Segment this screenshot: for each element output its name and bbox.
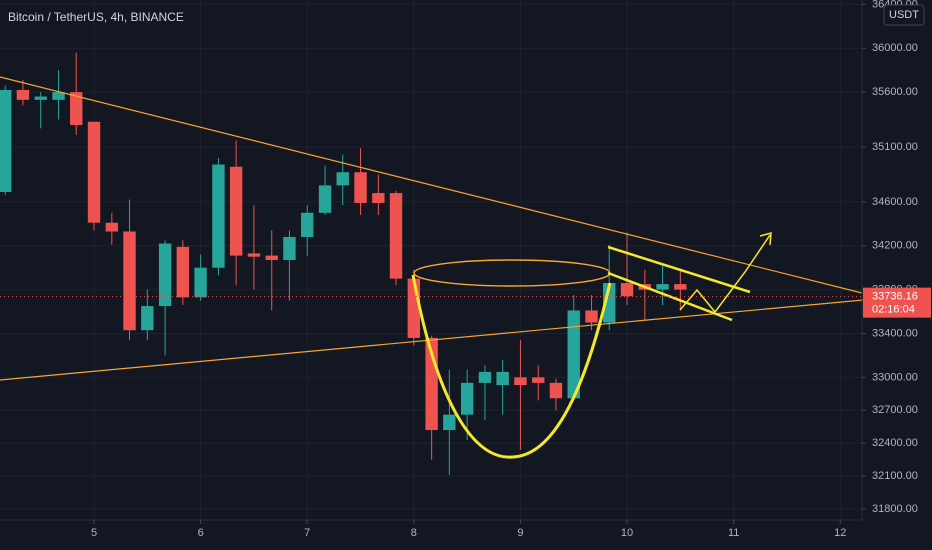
x-tick-label: 6 — [198, 527, 204, 539]
channel-line — [607, 245, 751, 294]
y-tick-label: 31800.00 — [872, 503, 918, 515]
candle-body — [87, 121, 101, 223]
x-tick-label: 11 — [728, 527, 739, 539]
candle-body — [478, 371, 492, 383]
y-tick-label: 33400.00 — [872, 327, 918, 339]
candle-body — [0, 89, 12, 192]
candle-body — [105, 222, 119, 232]
y-tick-label: 34600.00 — [872, 196, 918, 208]
candle-body — [265, 255, 278, 260]
candle-body — [336, 172, 349, 186]
x-tick-label: 10 — [621, 527, 633, 539]
channel-line — [607, 271, 733, 322]
y-tick-label: 35600.00 — [872, 86, 918, 98]
candle-body — [158, 243, 172, 307]
projection-path — [679, 234, 771, 314]
y-tick-label: 36000.00 — [872, 42, 918, 54]
candle-body — [674, 284, 687, 290]
candle-body — [16, 89, 30, 100]
candle-body — [460, 382, 474, 415]
last-price-label: 33736.16 — [872, 291, 918, 303]
candle-body — [407, 278, 421, 338]
candle-body — [318, 185, 332, 213]
trend-line — [0, 76, 863, 294]
candle-body — [620, 283, 634, 297]
candle-body — [532, 377, 545, 383]
candle-body — [656, 284, 669, 290]
candle-body — [123, 231, 136, 331]
candle-body — [141, 306, 154, 331]
candle-body — [514, 377, 527, 386]
candle-body — [52, 92, 65, 100]
y-tick-label: 35100.00 — [872, 141, 918, 153]
y-tick-label: 33000.00 — [872, 371, 918, 383]
last-price-box — [863, 287, 931, 318]
drawings — [0, 76, 886, 459]
y-tick-label: 32400.00 — [872, 437, 918, 449]
candle-body — [585, 310, 598, 323]
arrow-head — [759, 231, 772, 246]
candle-body — [34, 96, 47, 100]
cup-curve — [411, 274, 612, 459]
y-tick-label: 32100.00 — [872, 470, 918, 482]
countdown-label: 02:16:04 — [872, 304, 915, 316]
candle-body — [549, 382, 563, 399]
candle-body — [283, 236, 296, 260]
currency-label[interactable]: USDT — [889, 9, 919, 21]
candle-body — [229, 166, 243, 256]
candle-body — [247, 253, 261, 257]
y-tick-label: 32700.00 — [872, 404, 918, 416]
candle-body — [176, 246, 190, 298]
x-tick-label: 8 — [411, 527, 417, 539]
candle-body — [212, 164, 225, 268]
candle-body — [372, 193, 385, 203]
chart-title: Bitcoin / TetherUS, 4h, BINANCE — [8, 10, 184, 24]
candle-body — [389, 193, 403, 279]
candle-body — [301, 212, 314, 237]
candle-body — [567, 310, 580, 399]
candles — [0, 52, 687, 476]
axes: 36400.0036000.0035600.0035100.0034600.00… — [0, 0, 931, 539]
x-tick-label: 9 — [517, 527, 523, 539]
candle-body — [354, 172, 367, 203]
x-tick-label: 5 — [91, 527, 97, 539]
x-tick-label: 7 — [304, 527, 310, 539]
candle-body — [194, 267, 207, 298]
currency-button[interactable] — [883, 4, 925, 26]
trend-line — [0, 297, 886, 381]
y-tick-label: 34200.00 — [872, 240, 918, 252]
candle-body — [70, 92, 83, 126]
candle-body — [496, 371, 509, 386]
x-tick-label: 12 — [834, 527, 846, 539]
candle-body — [443, 414, 456, 431]
